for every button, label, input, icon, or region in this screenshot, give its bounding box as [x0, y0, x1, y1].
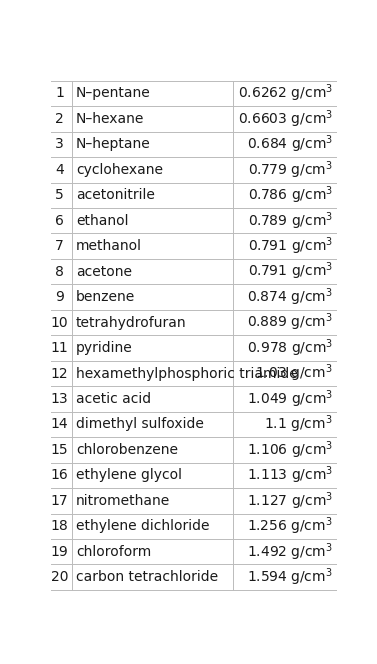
Text: 1.03 g/cm$^3$: 1.03 g/cm$^3$: [256, 363, 333, 384]
Text: N–pentane: N–pentane: [76, 86, 150, 100]
Text: 1.1 g/cm$^3$: 1.1 g/cm$^3$: [264, 414, 333, 435]
Text: 8: 8: [55, 265, 64, 279]
Text: 2: 2: [55, 112, 64, 126]
Text: 13: 13: [51, 392, 68, 406]
Text: dimethyl sulfoxide: dimethyl sulfoxide: [76, 418, 204, 432]
Text: 7: 7: [55, 239, 64, 253]
Text: acetic acid: acetic acid: [76, 392, 151, 406]
Text: ethylene glycol: ethylene glycol: [76, 468, 182, 482]
Text: carbon tetrachloride: carbon tetrachloride: [76, 570, 218, 584]
Text: chloroform: chloroform: [76, 544, 151, 558]
Text: 11: 11: [51, 341, 68, 355]
Text: 10: 10: [51, 315, 68, 329]
Text: 12: 12: [51, 367, 68, 380]
Text: hexamethylphosphoric triamide: hexamethylphosphoric triamide: [76, 367, 297, 380]
Text: 1.594 g/cm$^3$: 1.594 g/cm$^3$: [247, 566, 333, 588]
Text: tetrahydrofuran: tetrahydrofuran: [76, 315, 186, 329]
Text: 0.874 g/cm$^3$: 0.874 g/cm$^3$: [247, 286, 333, 308]
Text: methanol: methanol: [76, 239, 142, 253]
Text: 1: 1: [55, 86, 64, 100]
Text: chlorobenzene: chlorobenzene: [76, 443, 178, 457]
Text: 4: 4: [55, 163, 64, 177]
Text: nitromethane: nitromethane: [76, 494, 170, 508]
Text: 1.113 g/cm$^3$: 1.113 g/cm$^3$: [247, 465, 333, 486]
Text: 18: 18: [51, 519, 68, 533]
Text: 5: 5: [55, 189, 64, 203]
Text: 9: 9: [55, 290, 64, 304]
Text: cyclohexane: cyclohexane: [76, 163, 163, 177]
Text: 0.6262 g/cm$^3$: 0.6262 g/cm$^3$: [238, 82, 333, 104]
Text: 0.6603 g/cm$^3$: 0.6603 g/cm$^3$: [238, 108, 333, 129]
Text: 1.106 g/cm$^3$: 1.106 g/cm$^3$: [247, 439, 333, 461]
Text: benzene: benzene: [76, 290, 135, 304]
Text: 1.049 g/cm$^3$: 1.049 g/cm$^3$: [247, 388, 333, 410]
Text: 0.684 g/cm$^3$: 0.684 g/cm$^3$: [247, 133, 333, 155]
Text: N–heptane: N–heptane: [76, 137, 150, 151]
Text: 16: 16: [51, 468, 68, 482]
Text: pyridine: pyridine: [76, 341, 132, 355]
Text: 14: 14: [51, 418, 68, 432]
Text: ethanol: ethanol: [76, 214, 128, 228]
Text: 19: 19: [51, 544, 68, 558]
Text: ethylene dichloride: ethylene dichloride: [76, 519, 209, 533]
Text: 20: 20: [51, 570, 68, 584]
Text: 0.978 g/cm$^3$: 0.978 g/cm$^3$: [247, 337, 333, 359]
Text: acetone: acetone: [76, 265, 132, 279]
Text: 1.256 g/cm$^3$: 1.256 g/cm$^3$: [247, 515, 333, 537]
Text: 6: 6: [55, 214, 64, 228]
Text: 17: 17: [51, 494, 68, 508]
Text: acetonitrile: acetonitrile: [76, 189, 155, 203]
Text: 0.791 g/cm$^3$: 0.791 g/cm$^3$: [248, 261, 333, 282]
Text: N–hexane: N–hexane: [76, 112, 144, 126]
Text: 0.779 g/cm$^3$: 0.779 g/cm$^3$: [248, 159, 333, 181]
Text: 0.789 g/cm$^3$: 0.789 g/cm$^3$: [248, 210, 333, 232]
Text: 0.786 g/cm$^3$: 0.786 g/cm$^3$: [248, 185, 333, 206]
Text: 15: 15: [51, 443, 68, 457]
Text: 1.492 g/cm$^3$: 1.492 g/cm$^3$: [247, 541, 333, 562]
Text: 0.791 g/cm$^3$: 0.791 g/cm$^3$: [248, 236, 333, 257]
Text: 3: 3: [55, 137, 64, 151]
Text: 0.889 g/cm$^3$: 0.889 g/cm$^3$: [247, 312, 333, 333]
Text: 1.127 g/cm$^3$: 1.127 g/cm$^3$: [247, 490, 333, 512]
